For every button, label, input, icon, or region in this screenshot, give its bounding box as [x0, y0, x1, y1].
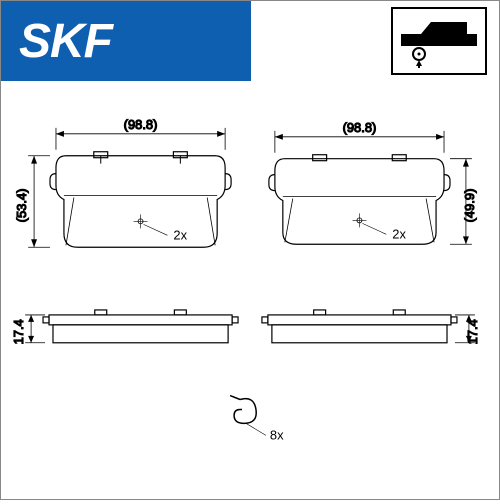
- brand-logo-block: SKF: [1, 1, 251, 81]
- right-pad-qty: 2x: [392, 226, 406, 241]
- header: SKF: [1, 1, 499, 81]
- left-pad-side: 17.4: [11, 310, 238, 344]
- left-pad-front: (98.8) (53.4): [14, 117, 231, 247]
- left-pad-height-label: (53.4): [14, 189, 29, 223]
- right-pad-width-label: (98.8): [343, 120, 377, 135]
- rear-brake-icon: [391, 7, 487, 75]
- right-pad-side: 17.4: [262, 310, 480, 344]
- page-canvas: SKF: [0, 0, 500, 500]
- left-pad-width-label: (98.8): [124, 117, 158, 132]
- left-pad-qty: 2x: [173, 227, 187, 242]
- clip: 8x: [230, 396, 284, 443]
- clip-qty: 8x: [270, 427, 284, 442]
- brand-logo-text: SKF: [19, 14, 112, 69]
- left-side-thickness: 17.4: [11, 319, 26, 344]
- right-pad-front: (98.8) (49.9): [269, 120, 477, 244]
- right-side-thickness: 17.4: [465, 319, 480, 344]
- right-pad-height-label: (49.9): [462, 189, 477, 223]
- technical-drawing: (98.8) (53.4): [1, 101, 499, 499]
